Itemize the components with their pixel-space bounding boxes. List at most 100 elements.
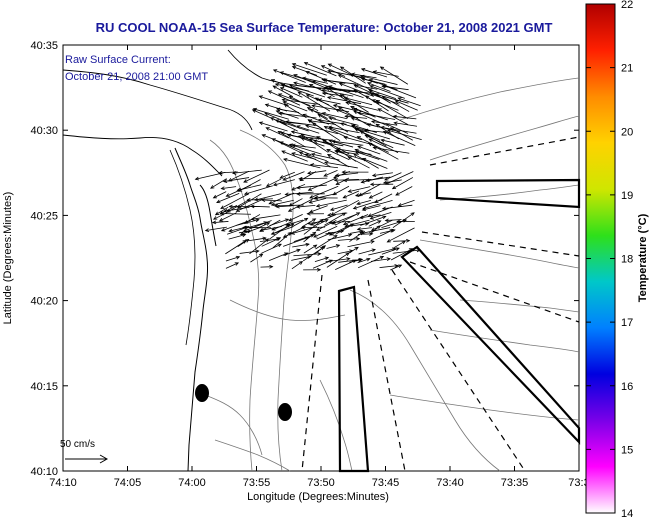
current-vector: [313, 225, 338, 238]
current-vector: [279, 141, 312, 156]
colorbar-tick-label: 15: [621, 444, 633, 456]
current-vector: [331, 139, 364, 146]
current-vector: [358, 248, 376, 255]
current-vector: [334, 150, 367, 162]
current-vector: [326, 244, 341, 249]
current-vector: [260, 243, 282, 254]
current-vector: [395, 186, 413, 196]
current-vector: [252, 107, 289, 120]
current-vector: [272, 69, 306, 83]
current-vector: [342, 178, 372, 183]
current-vector: [324, 160, 358, 169]
current-vector: [222, 177, 250, 183]
current-vector: [302, 246, 325, 262]
current-vector: [335, 223, 355, 235]
current-vector: [259, 225, 283, 232]
current-vector: [248, 236, 267, 242]
bathymetry-contours: [204, 77, 580, 472]
map-title: RU COOL NOAA-15 Sea Surface Temperature:…: [96, 20, 553, 35]
current-vector: [312, 259, 333, 269]
current-vector: [339, 94, 369, 113]
current-vector: [220, 186, 237, 191]
mask-blob-2: [278, 403, 292, 421]
current-vector: [250, 204, 270, 209]
current-vector: [264, 112, 296, 127]
current-vector: [274, 119, 309, 132]
current-vector: [327, 69, 366, 79]
current-vector: [317, 114, 349, 133]
current-vector: [225, 255, 241, 262]
current-vector: [288, 143, 322, 155]
current-vector: [270, 199, 294, 207]
current-vector: [335, 259, 357, 271]
current-vector: [328, 127, 363, 141]
current-vector: [329, 204, 348, 211]
current-vector: [288, 213, 303, 222]
current-vector: [368, 89, 391, 104]
current-vector: [272, 179, 295, 187]
current-vector: [249, 238, 270, 255]
current-vector: [301, 218, 317, 228]
current-vector: [260, 264, 274, 269]
current-vector: [235, 199, 262, 212]
current-vector: [285, 120, 317, 126]
colorbar-ticks: 22 21 20 19 18 17 16 15 14: [586, 0, 633, 518]
y-axis-ticks: 40:35 40:30 40:25 40:20 40:15 40:10: [30, 40, 579, 478]
current-vector: [350, 117, 377, 127]
current-vector: [321, 111, 348, 120]
current-vector: [370, 229, 394, 241]
current-vector: [323, 126, 350, 139]
current-vector: [352, 199, 383, 210]
current-vector: [393, 240, 406, 249]
current-vector: [352, 107, 388, 121]
current-vector: [371, 172, 393, 178]
current-vector: [316, 219, 329, 226]
y-tick-label: 40:30: [30, 125, 58, 137]
north-shoreline: [62, 69, 253, 131]
current-vector: [292, 217, 309, 227]
current-vector: [342, 190, 360, 199]
current-vector: [379, 264, 399, 268]
current-vector: [381, 204, 413, 211]
current-vector: [375, 99, 409, 120]
current-vector: [270, 79, 298, 91]
current-vector: [386, 227, 415, 243]
current-vector: [367, 142, 399, 160]
mask-blob-1: [195, 384, 209, 402]
current-vector: [328, 116, 359, 126]
colorbar-tick-label: 18: [621, 254, 633, 266]
current-vector: [354, 148, 388, 162]
current-vector: [291, 62, 327, 76]
current-vector: [309, 163, 339, 169]
current-vector: [394, 100, 418, 111]
current-vector: [366, 82, 391, 92]
current-vector: [216, 193, 240, 204]
current-vector: [380, 138, 405, 146]
current-vector: [258, 121, 288, 132]
current-vector: [238, 229, 252, 234]
current-vector: [360, 68, 388, 78]
current-vector: [303, 218, 324, 235]
rockaway-shore: [227, 49, 379, 95]
current-vector: [204, 226, 227, 232]
x-tick-label: 74:05: [114, 477, 142, 489]
current-vector: [261, 237, 282, 247]
x-tick-label: 73:50: [307, 477, 335, 489]
current-vector: [365, 176, 391, 183]
colorbar-label: Temperature (°C): [637, 213, 649, 302]
current-vector: [337, 236, 361, 241]
current-vector: [335, 212, 361, 226]
current-vector: [354, 192, 371, 197]
current-vector: [326, 149, 350, 161]
current-vector: [361, 205, 381, 212]
current-vector: [385, 123, 409, 134]
current-vector: [291, 261, 304, 270]
x-tick-label: 73:45: [372, 477, 400, 489]
x-axis-label: Longitude (Degrees:Minutes): [247, 491, 389, 503]
current-vector: [308, 84, 335, 98]
current-vector: [310, 152, 340, 161]
current-vector: [283, 157, 321, 169]
current-vector: [246, 198, 273, 202]
colorbar-tick-label: 16: [621, 381, 633, 393]
x-tick-label: 74:00: [178, 477, 206, 489]
